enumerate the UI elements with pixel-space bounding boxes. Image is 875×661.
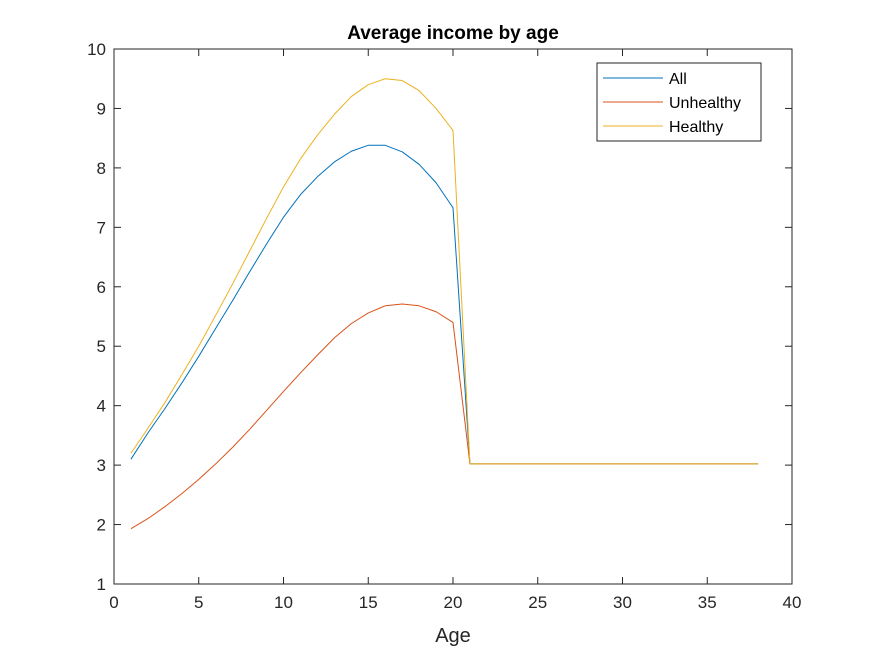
- y-tick-label: 5: [97, 337, 106, 356]
- y-tick-label: 8: [97, 159, 106, 178]
- series-group: [130, 78, 759, 530]
- y-tick-label: 9: [97, 99, 106, 118]
- x-tick-label: 40: [783, 593, 802, 612]
- y-tick-label: 4: [97, 397, 106, 416]
- y-tick-label: 10: [87, 40, 106, 59]
- x-axis-label: Age: [435, 625, 471, 647]
- y-tick-label: 3: [97, 456, 106, 475]
- legend[interactable]: All Unhealthy Healthy: [596, 62, 762, 142]
- legend-label-healthy: Healthy: [669, 119, 723, 136]
- y-tick-label: 2: [97, 516, 106, 535]
- x-tick-label: 25: [528, 593, 547, 612]
- series-line-healthy: [130, 78, 759, 465]
- y-tick-label: 1: [97, 575, 106, 594]
- legend-label-all: All: [669, 71, 687, 88]
- axes-box: [113, 48, 793, 585]
- x-tick-label: 0: [109, 593, 118, 612]
- y-tick-label: 7: [97, 218, 106, 237]
- x-tick-label: 15: [359, 593, 378, 612]
- legend-label-unhealthy: Unhealthy: [669, 95, 741, 112]
- chart-title: Average income by age: [347, 23, 559, 44]
- y-tick-label: 6: [97, 278, 106, 297]
- x-tick-label: 30: [613, 593, 632, 612]
- axis-ticks: 0 5 10 15 20 25 30 35 40 1 2 3 4 5 6 7 8 9 10: [87, 40, 801, 612]
- x-tick-label: 35: [698, 593, 717, 612]
- x-tick-label: 10: [274, 593, 293, 612]
- x-tick-label: 5: [194, 593, 203, 612]
- x-tick-label: 20: [444, 593, 463, 612]
